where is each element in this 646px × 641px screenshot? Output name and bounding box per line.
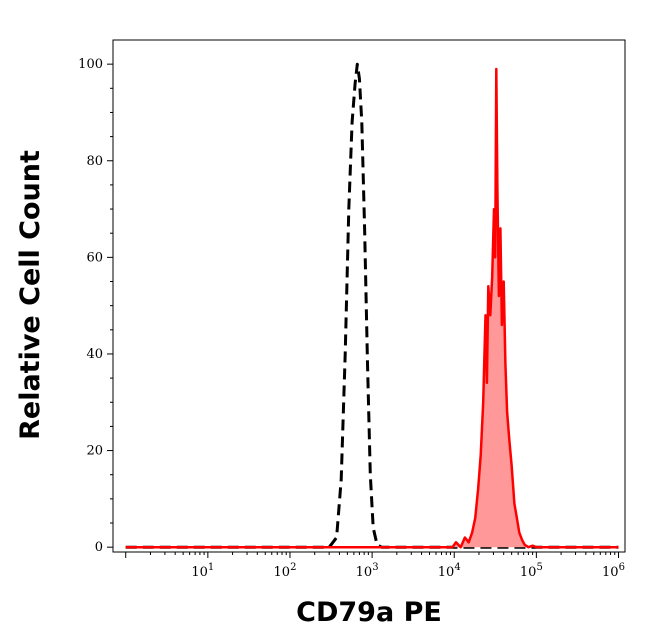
x-tick-label: 101 bbox=[191, 562, 214, 580]
y-tick-label: 80 bbox=[86, 154, 103, 169]
y-tick-label: 40 bbox=[86, 347, 103, 362]
y-tick-label: 0 bbox=[95, 540, 103, 555]
cd79a-pe-histogram-line bbox=[125, 67, 619, 549]
x-tick-label: 104 bbox=[438, 562, 461, 580]
x-axis-title: CD79a PE bbox=[296, 597, 442, 628]
y-tick-label: 60 bbox=[86, 250, 103, 265]
y-axis-title: Relative Cell Count bbox=[15, 150, 46, 440]
plot-frame bbox=[112, 39, 626, 553]
x-tick-label: 105 bbox=[520, 562, 543, 580]
cd79a-pe-fill-area bbox=[125, 69, 619, 548]
x-tick-label: 103 bbox=[356, 562, 379, 580]
isotype-control-histogram-line bbox=[125, 62, 619, 549]
y-tick-label: 100 bbox=[78, 57, 103, 72]
series-layer bbox=[125, 62, 619, 549]
x-tick-label: 102 bbox=[274, 562, 297, 580]
axis-layer: 101 102 103 104 105 106 0 20 40 60 80 100 bbox=[78, 57, 625, 580]
x-tick-label: 106 bbox=[602, 562, 625, 580]
y-tick-label: 20 bbox=[86, 444, 103, 459]
